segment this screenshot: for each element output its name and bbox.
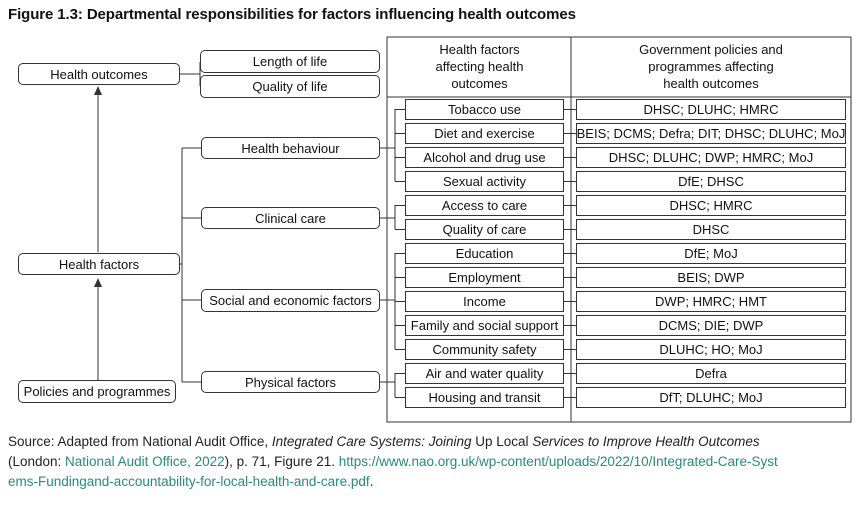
source-title-part1: Integrated Care Systems: Joining xyxy=(271,434,476,449)
factor-cell: Income xyxy=(405,291,564,312)
source-prefix: Source: Adapted from National Audit Offi… xyxy=(8,434,272,449)
factor-cell: Quality of care xyxy=(405,219,564,240)
department-cell: DWP; HMRC; HMT xyxy=(576,291,846,312)
factor-cell: Sexual activity xyxy=(405,171,564,192)
connector-lines xyxy=(94,36,852,423)
source-local: Local xyxy=(492,434,533,449)
factor-cell: Diet and exercise xyxy=(405,123,564,144)
source-publisher-link[interactable]: National Audit Office, 2022 xyxy=(65,454,225,469)
source-url-link-part1[interactable]: https://www.nao.org.uk/wp-content/upload… xyxy=(338,454,778,469)
outcome-box-length-of-life: Length of life xyxy=(200,50,380,73)
source-note: Source: Adapted from National Audit Offi… xyxy=(8,432,858,492)
health-factors-box: Health factors xyxy=(18,253,180,275)
factor-cell: Housing and transit xyxy=(405,387,564,408)
category-box-clinical-care: Clinical care xyxy=(201,207,380,229)
arrow-up-icon xyxy=(94,86,102,95)
department-cell: DfT; DLUHC; MoJ xyxy=(576,387,846,408)
category-box-social-economic: Social and economic factors xyxy=(201,289,380,312)
department-cell: BEIS; DWP xyxy=(576,267,846,288)
source-page: ), p. 71, Figure 21. xyxy=(224,454,339,469)
factor-cell: Tobacco use xyxy=(405,99,564,120)
department-cell: DCMS; DIE; DWP xyxy=(576,315,846,336)
department-cell: DfE; MoJ xyxy=(576,243,846,264)
outcome-box-quality-of-life: Quality of life xyxy=(200,75,380,98)
department-cell: DHSC xyxy=(576,219,846,240)
department-cell: Defra xyxy=(576,363,846,384)
factor-cell: Community safety xyxy=(405,339,564,360)
source-title-part2: Services to Improve Health Outcomes xyxy=(532,434,760,449)
factor-cell: Family and social support xyxy=(405,315,564,336)
source-up: Up xyxy=(475,434,493,449)
table-header-factors: Health factors affecting health outcomes xyxy=(435,42,524,91)
factor-cell: Air and water quality xyxy=(405,363,564,384)
table-header-policies: Government policies and programmes affec… xyxy=(639,42,783,91)
department-cell: DHSC; DLUHC; HMRC xyxy=(576,99,846,120)
department-cell: DfE; DHSC xyxy=(576,171,846,192)
source-london: (London: xyxy=(8,454,66,469)
department-cell: DLUHC; HO; MoJ xyxy=(576,339,846,360)
factor-cell: Employment xyxy=(405,267,564,288)
factor-cell: Education xyxy=(405,243,564,264)
factor-cell: Access to care xyxy=(405,195,564,216)
department-cell: DHSC; HMRC xyxy=(576,195,846,216)
department-cell: DHSC; DLUHC; DWP; HMRC; MoJ xyxy=(576,147,846,168)
category-box-health-behaviour: Health behaviour xyxy=(201,137,380,159)
source-end: . xyxy=(369,474,374,489)
category-box-physical-factors: Physical factors xyxy=(201,371,380,393)
source-url-link-part2[interactable]: ems-Fundingand-accountability-for-local-… xyxy=(8,474,370,489)
policies-programmes-box: Policies and programmes xyxy=(18,380,176,403)
arrow-up-icon xyxy=(94,278,102,287)
factor-cell: Alcohol and drug use xyxy=(405,147,564,168)
health-outcomes-box: Health outcomes xyxy=(18,63,180,85)
figure-title: Figure 1.3: Departmental responsibilitie… xyxy=(8,6,576,23)
department-cell: BEIS; DCMS; Defra; DIT; DHSC; DLUHC; MoJ xyxy=(576,123,846,144)
